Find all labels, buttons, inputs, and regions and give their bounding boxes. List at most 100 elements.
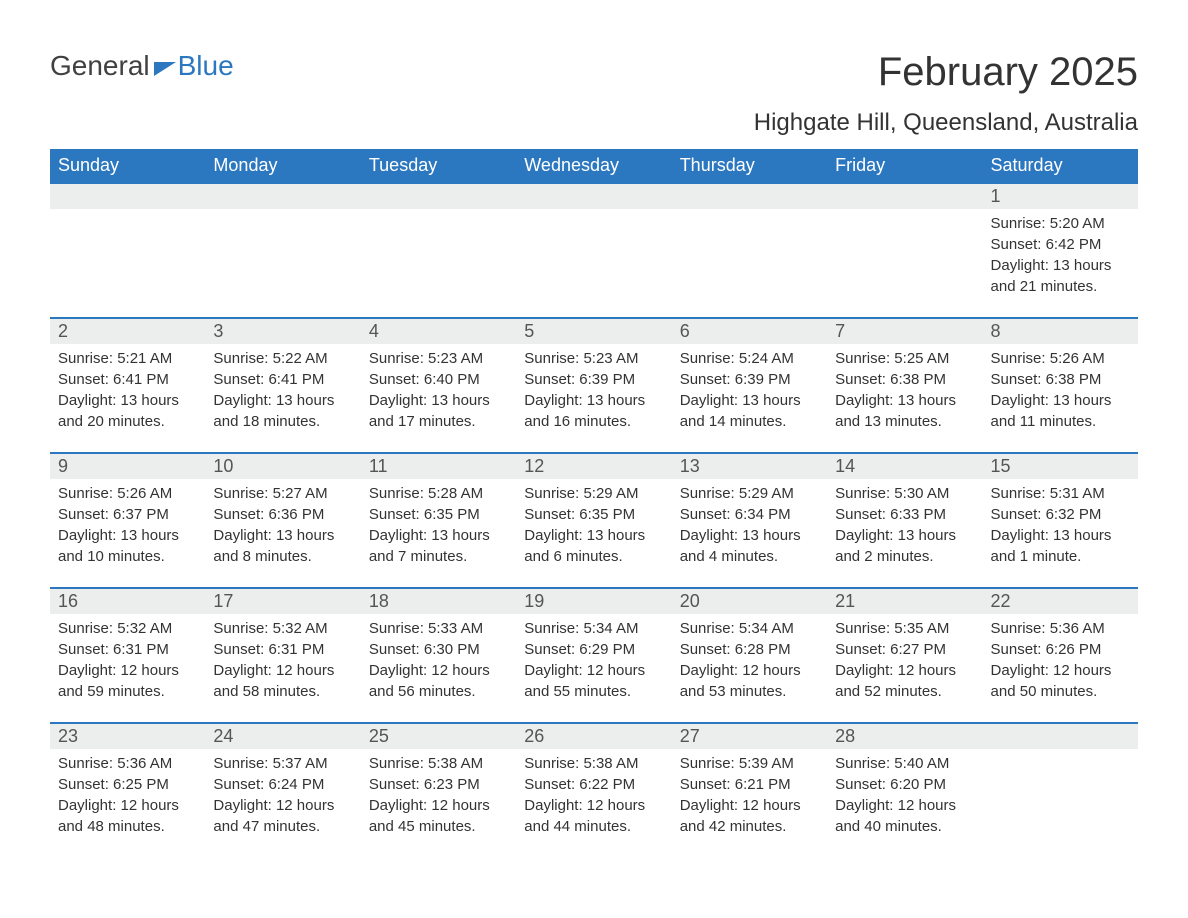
weekday-header-row: Sunday Monday Tuesday Wednesday Thursday…	[50, 149, 1138, 183]
daylight-label: Daylight: 12 hours and 50 minutes.	[991, 660, 1130, 702]
day-number-cell: 12	[516, 453, 671, 479]
day-detail-cell: Sunrise: 5:38 AMSunset: 6:22 PMDaylight:…	[516, 749, 671, 857]
weekday-header: Saturday	[983, 149, 1138, 183]
day-detail-cell: Sunrise: 5:25 AMSunset: 6:38 PMDaylight:…	[827, 344, 982, 453]
sunset-label: Sunset: 6:34 PM	[680, 504, 819, 525]
sunrise-label: Sunrise: 5:39 AM	[680, 753, 819, 774]
sunrise-label: Sunrise: 5:33 AM	[369, 618, 508, 639]
sunrise-label: Sunrise: 5:20 AM	[991, 213, 1130, 234]
sunset-label: Sunset: 6:32 PM	[991, 504, 1130, 525]
daylight-label: Daylight: 13 hours and 7 minutes.	[369, 525, 508, 567]
day-detail-cell: Sunrise: 5:32 AMSunset: 6:31 PMDaylight:…	[205, 614, 360, 723]
day-detail-cell: Sunrise: 5:34 AMSunset: 6:28 PMDaylight:…	[672, 614, 827, 723]
sunrise-label: Sunrise: 5:27 AM	[213, 483, 352, 504]
day-number-cell: 14	[827, 453, 982, 479]
sunset-label: Sunset: 6:38 PM	[835, 369, 974, 390]
day-detail-cell: Sunrise: 5:23 AMSunset: 6:39 PMDaylight:…	[516, 344, 671, 453]
day-detail-cell	[516, 209, 671, 318]
sunset-label: Sunset: 6:23 PM	[369, 774, 508, 795]
day-number-cell	[827, 183, 982, 209]
day-number-cell: 9	[50, 453, 205, 479]
day-detail-cell: Sunrise: 5:21 AMSunset: 6:41 PMDaylight:…	[50, 344, 205, 453]
day-number-cell: 23	[50, 723, 205, 749]
day-detail-cell: Sunrise: 5:20 AMSunset: 6:42 PMDaylight:…	[983, 209, 1138, 318]
daynum-row: 9101112131415	[50, 453, 1138, 479]
day-number: 4	[369, 321, 379, 341]
sunrise-label: Sunrise: 5:34 AM	[524, 618, 663, 639]
sunrise-label: Sunrise: 5:30 AM	[835, 483, 974, 504]
sunset-label: Sunset: 6:27 PM	[835, 639, 974, 660]
sunset-label: Sunset: 6:31 PM	[213, 639, 352, 660]
day-number-cell: 28	[827, 723, 982, 749]
daylight-label: Daylight: 12 hours and 47 minutes.	[213, 795, 352, 837]
day-detail-cell	[361, 209, 516, 318]
day-number: 13	[680, 456, 700, 476]
day-detail-cell: Sunrise: 5:32 AMSunset: 6:31 PMDaylight:…	[50, 614, 205, 723]
day-number: 3	[213, 321, 223, 341]
day-number-cell: 5	[516, 318, 671, 344]
day-detail-cell: Sunrise: 5:26 AMSunset: 6:37 PMDaylight:…	[50, 479, 205, 588]
daylight-label: Daylight: 12 hours and 44 minutes.	[524, 795, 663, 837]
daylight-label: Daylight: 12 hours and 48 minutes.	[58, 795, 197, 837]
day-number: 24	[213, 726, 233, 746]
sunset-label: Sunset: 6:33 PM	[835, 504, 974, 525]
day-number-cell: 18	[361, 588, 516, 614]
day-number-cell	[361, 183, 516, 209]
day-number: 25	[369, 726, 389, 746]
weekday-header: Tuesday	[361, 149, 516, 183]
day-number-cell: 25	[361, 723, 516, 749]
day-number: 14	[835, 456, 855, 476]
day-number: 12	[524, 456, 544, 476]
sunset-label: Sunset: 6:21 PM	[680, 774, 819, 795]
sunrise-label: Sunrise: 5:32 AM	[58, 618, 197, 639]
day-number: 15	[991, 456, 1011, 476]
day-number-cell	[516, 183, 671, 209]
sunrise-label: Sunrise: 5:26 AM	[991, 348, 1130, 369]
sunrise-label: Sunrise: 5:29 AM	[524, 483, 663, 504]
sunrise-label: Sunrise: 5:36 AM	[991, 618, 1130, 639]
sunrise-label: Sunrise: 5:29 AM	[680, 483, 819, 504]
day-number-cell: 3	[205, 318, 360, 344]
daylight-label: Daylight: 12 hours and 52 minutes.	[835, 660, 974, 702]
sunrise-label: Sunrise: 5:22 AM	[213, 348, 352, 369]
day-number: 26	[524, 726, 544, 746]
day-number: 9	[58, 456, 68, 476]
location-label: Highgate Hill, Queensland, Australia	[754, 109, 1138, 137]
daynum-row: 2345678	[50, 318, 1138, 344]
detail-row: Sunrise: 5:21 AM Sunset: 6:41 PM Daylight:…	[50, 344, 1138, 453]
day-number: 1	[991, 186, 1001, 206]
daylight-label: Daylight: 13 hours and 10 minutes.	[58, 525, 197, 567]
calendar-table: Sunday Monday Tuesday Wednesday Thursday…	[50, 149, 1138, 857]
sunset-label: Sunset: 6:24 PM	[213, 774, 352, 795]
weekday-header: Sunday	[50, 149, 205, 183]
day-number: 5	[524, 321, 534, 341]
triangle-icon	[154, 62, 176, 76]
sunrise-label: Sunrise: 5:21 AM	[58, 348, 197, 369]
day-number-cell	[205, 183, 360, 209]
daylight-label: Daylight: 12 hours and 56 minutes.	[369, 660, 508, 702]
day-number: 22	[991, 591, 1011, 611]
day-number-cell: 19	[516, 588, 671, 614]
day-number-cell: 22	[983, 588, 1138, 614]
sunrise-label: Sunrise: 5:38 AM	[524, 753, 663, 774]
sunset-label: Sunset: 6:29 PM	[524, 639, 663, 660]
sunset-label: Sunset: 6:38 PM	[991, 369, 1130, 390]
sunrise-label: Sunrise: 5:40 AM	[835, 753, 974, 774]
day-number: 19	[524, 591, 544, 611]
sunrise-label: Sunrise: 5:26 AM	[58, 483, 197, 504]
sunset-label: Sunset: 6:42 PM	[991, 234, 1130, 255]
day-detail-cell: Sunrise: 5:33 AMSunset: 6:30 PMDaylight:…	[361, 614, 516, 723]
sunset-label: Sunset: 6:41 PM	[213, 369, 352, 390]
daylight-label: Daylight: 13 hours and 20 minutes.	[58, 390, 197, 432]
day-number: 27	[680, 726, 700, 746]
day-detail-cell: Sunrise: 5:40 AMSunset: 6:20 PMDaylight:…	[827, 749, 982, 857]
day-number: 21	[835, 591, 855, 611]
month-title: February 2025	[754, 50, 1138, 95]
sunrise-label: Sunrise: 5:34 AM	[680, 618, 819, 639]
day-detail-cell: Sunrise: 5:22 AMSunset: 6:41 PMDaylight:…	[205, 344, 360, 453]
day-number-cell: 17	[205, 588, 360, 614]
day-number-cell: 21	[827, 588, 982, 614]
day-detail-cell	[827, 209, 982, 318]
sunset-label: Sunset: 6:39 PM	[524, 369, 663, 390]
sunset-label: Sunset: 6:31 PM	[58, 639, 197, 660]
